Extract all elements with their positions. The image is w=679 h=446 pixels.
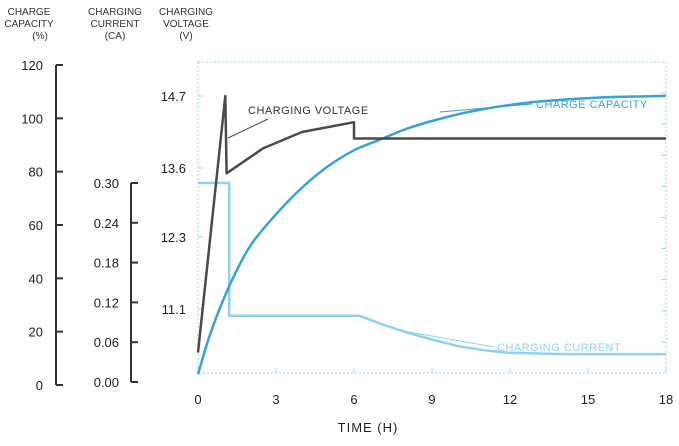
capacity-axis: 0 20 40 60 80 100 120 [21,58,63,393]
capacity-tick-label: 100 [21,111,43,126]
capacity-tick-label: 60 [29,218,43,233]
voltage-axis-title-line-3: (V) [179,31,192,42]
voltage-tick-label: 12.3 [161,230,186,245]
annotation-layer: CHARGING VOLTAGE CHARGE CAPACITY CHARGING … [227,99,648,354]
capacity-axis-title-line-1: CHARGE [8,7,51,18]
time-tick-label: 12 [503,392,517,407]
time-tick-label: 18 [659,392,673,407]
time-tick-label: 6 [350,392,357,407]
current-axis-title-line-1: CHARGING [88,7,142,18]
capacity-axis-title-line-2: CAPACITY [4,19,54,30]
capacity-tick-label: 80 [29,165,43,180]
voltage-tick-label: 13.6 [161,161,186,176]
capacity-axis-title: CHARGE CAPACITY (%) [4,7,54,42]
current-tick-label: 0.24 [94,216,119,231]
charging-voltage-line [196,94,666,353]
x-axis-label: TIME (H) [338,420,399,435]
capacity-tick-label: 20 [29,325,43,340]
voltage-tick-label: 14.7 [161,89,186,104]
current-axis-title-line-3: (CA) [105,31,126,42]
time-tick-label: 0 [194,392,201,407]
capacity-axis-title-line-3: (%) [32,31,48,42]
current-axis: 0.00 0.06 0.12 0.18 0.24 0.30 [94,176,138,390]
time-tick-label: 3 [272,392,279,407]
voltage-axis-title: CHARGING VOLTAGE (V) [159,7,213,42]
capacity-tick-label: 0 [36,378,43,393]
charge-capacity-line [196,94,667,375]
current-tick-label: 0.06 [94,335,119,350]
charging-voltage-label: CHARGING VOLTAGE [248,105,369,117]
voltage-axis: 11.1 12.3 13.6 14.7 [161,89,203,317]
capacity-tick-label: 40 [29,271,43,286]
voltage-axis-title-line-2: VOLTAGE [163,19,209,30]
voltage-tick-label: 11.1 [162,302,186,317]
voltage-axis-title-line-1: CHARGING [159,7,213,18]
charging-current-leader-line [397,329,495,348]
current-tick-label: 0.00 [94,375,119,390]
series-layer [196,94,667,375]
time-tick-label: 9 [428,392,435,407]
charging-voltage-leader-line [227,118,269,139]
time-axis: 0 3 6 9 12 15 18 [194,368,673,407]
charging-current-line [198,181,666,356]
current-tick-label: 0.12 [94,295,119,310]
current-tick-label: 0.30 [94,176,119,191]
time-tick-label: 15 [581,392,595,407]
current-axis-title: CHARGING CURRENT (CA) [88,7,142,42]
capacity-tick-label: 120 [21,58,43,73]
current-axis-title-line-2: CURRENT [91,19,140,30]
charge-capacity-label: CHARGE CAPACITY [536,99,648,111]
charging-current-label: CHARGING CURRENT [497,342,621,354]
charge-capacity-leader-line [439,103,533,113]
current-tick-label: 0.18 [94,256,119,271]
